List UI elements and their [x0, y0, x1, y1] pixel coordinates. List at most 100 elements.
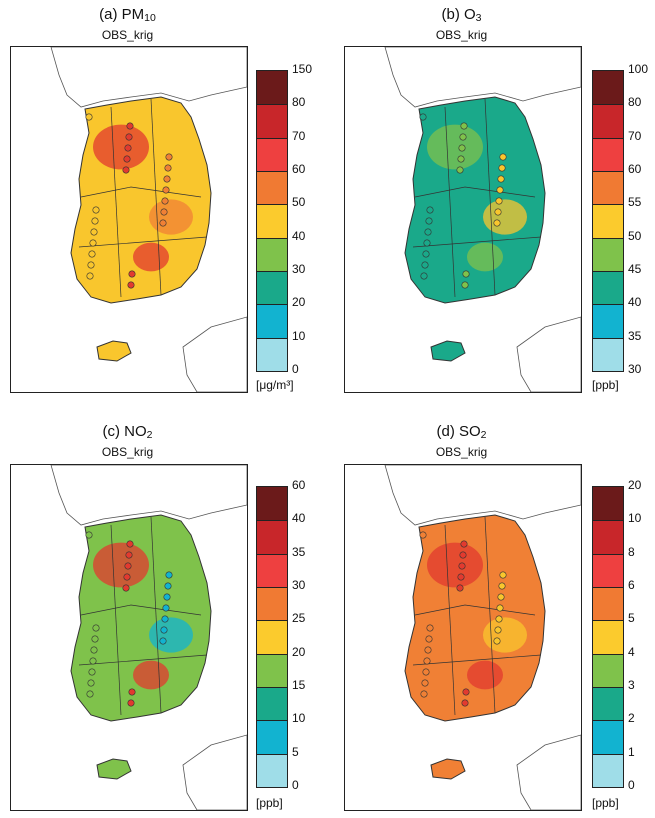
- japan-outline: [516, 734, 581, 810]
- color-scale-segment: [593, 487, 623, 521]
- map-area: [10, 46, 248, 393]
- color-scale-segment: [593, 653, 623, 687]
- color-scale-segment: [593, 271, 623, 305]
- color-scale-segment: [593, 171, 623, 205]
- color-scale-tick-label: 5: [292, 744, 299, 759]
- panel-title: (d) SO2: [436, 423, 487, 441]
- province-boundary: [78, 236, 208, 248]
- observation-station-marker: [424, 228, 432, 236]
- observation-station-marker: [125, 133, 133, 141]
- observation-station-marker: [493, 637, 501, 645]
- observation-station-marker: [127, 699, 135, 707]
- province-boundary: [444, 106, 456, 298]
- observation-station-marker: [125, 551, 133, 559]
- observation-station-marker: [457, 573, 465, 581]
- panel-pm10: (a) PM10 OBS_krig [μg/m³] 150 80 70 60 50 40 3…: [0, 0, 327, 409]
- observation-station-marker: [89, 239, 97, 247]
- observation-station-marker: [90, 228, 98, 236]
- korea-map: [384, 465, 581, 810]
- observation-station-marker: [462, 270, 470, 278]
- jeju-island: [96, 758, 132, 780]
- observation-station-marker: [493, 219, 501, 227]
- color-scale-tick-label: 8: [628, 544, 635, 559]
- province-boundary: [412, 236, 542, 248]
- color-scale-segment: [593, 337, 623, 371]
- observation-station-marker: [499, 153, 507, 161]
- color-scale-tick-label: 40: [292, 511, 306, 526]
- panel-title: (c) NO2: [102, 423, 153, 441]
- map-area: [344, 464, 582, 811]
- observation-station-marker: [425, 635, 433, 643]
- color-scale-tick-label: 1: [628, 744, 635, 759]
- color-scale-segment: [257, 171, 287, 205]
- unit-label: [μg/m³]: [256, 378, 294, 392]
- color-scale-segment: [257, 304, 287, 338]
- color-scale-bar: [592, 486, 624, 788]
- color-scale-segment: [593, 137, 623, 171]
- province-boundary: [412, 654, 542, 666]
- observation-station-marker: [426, 624, 434, 632]
- color-scale-segment: [257, 520, 287, 554]
- color-scale-segment: [257, 137, 287, 171]
- concentration-hotspot: [483, 617, 527, 653]
- observation-station-marker: [163, 175, 171, 183]
- observation-station-marker: [163, 593, 171, 601]
- concentration-hotspot: [133, 242, 169, 272]
- province-boundary: [78, 654, 208, 666]
- observation-station-marker: [124, 562, 132, 570]
- color-scale-tick-label: 55: [628, 195, 642, 210]
- map-area: [10, 464, 248, 811]
- observation-station-marker: [426, 206, 434, 214]
- color-scale-segment: [593, 304, 623, 338]
- observation-station-marker: [88, 250, 96, 258]
- observation-station-marker: [456, 166, 464, 174]
- province-boundary: [414, 604, 536, 616]
- color-scale-segment: [593, 104, 623, 138]
- observation-station-marker: [164, 582, 172, 590]
- color-scale-tick-label: 40: [292, 228, 306, 243]
- province-boundary: [150, 98, 162, 296]
- color-scale-tick-label: 40: [628, 295, 642, 310]
- color-scale-tick-label: 50: [628, 228, 642, 243]
- concentration-hotspot: [467, 242, 503, 272]
- observation-station-marker: [126, 122, 134, 130]
- north-korea-outline: [384, 465, 581, 526]
- color-scale-tick-label: 20: [292, 644, 306, 659]
- observation-station-marker: [92, 206, 100, 214]
- observation-station-marker: [459, 551, 467, 559]
- observation-station-marker: [460, 540, 468, 548]
- panel-so2: (d) SO2 OBS_krig [ppb] 20 10 8 6 5 4 3 2 1 0: [327, 409, 655, 818]
- province-boundary: [110, 524, 122, 716]
- observation-station-marker: [159, 219, 167, 227]
- observation-station-marker: [91, 217, 99, 225]
- concentration-hotspot: [149, 617, 193, 653]
- color-scale-tick-label: 150: [292, 62, 313, 76]
- observation-station-marker: [462, 688, 470, 696]
- observation-station-marker: [161, 615, 169, 623]
- concentration-hotspot: [467, 660, 503, 690]
- color-scale-segment: [257, 337, 287, 371]
- color-scale-tick-label: 80: [292, 95, 306, 110]
- color-scale-tick-label: 4: [628, 644, 635, 659]
- color-scale-segment: [257, 687, 287, 721]
- observation-station-marker: [92, 624, 100, 632]
- observation-station-marker: [457, 155, 465, 163]
- color-scale-segment: [257, 753, 287, 787]
- panel-o3: (b) O3 OBS_krig [ppb] 100 80 70 60 55 50 45 40 3…: [327, 0, 655, 409]
- observation-station-marker: [165, 571, 173, 579]
- color-scale-bar: [256, 486, 288, 788]
- province-boundary: [80, 186, 202, 198]
- observation-station-marker: [421, 679, 429, 687]
- color-scale-tick-label: 3: [628, 678, 635, 692]
- observation-station-marker: [461, 281, 469, 289]
- korea-map: [50, 47, 247, 392]
- north-korea-outline: [384, 47, 581, 108]
- observation-station-marker: [159, 637, 167, 645]
- color-scale-bar: [592, 70, 624, 372]
- color-scale-tick-label: 70: [628, 128, 642, 143]
- observation-station-marker: [497, 593, 505, 601]
- observation-station-marker: [124, 144, 132, 152]
- japan-outline: [182, 734, 247, 810]
- observation-station-marker: [165, 153, 173, 161]
- concentration-hotspot: [483, 199, 527, 235]
